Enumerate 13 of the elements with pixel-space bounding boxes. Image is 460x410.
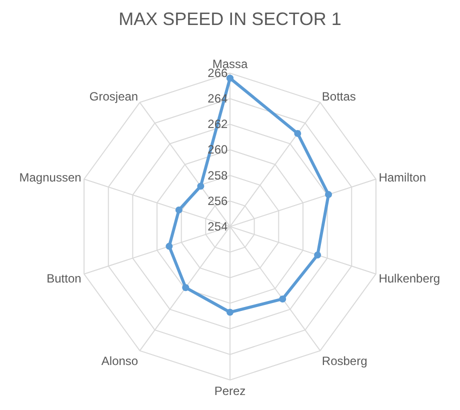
spoke-label: Bottas xyxy=(322,90,356,104)
spoke-label: Hulkenberg xyxy=(378,272,440,286)
spoke-label: Alonso xyxy=(101,354,138,368)
spoke-label: Grosjean xyxy=(89,90,138,104)
y-tick-label: 258 xyxy=(208,168,228,182)
y-tick-label: 254 xyxy=(208,219,228,234)
y-tick-label: 256 xyxy=(208,194,228,208)
spoke-label: Magnussen xyxy=(19,170,82,184)
chart-title: MAX SPEED IN SECTOR 1 xyxy=(118,8,342,29)
spoke-label: Button xyxy=(46,272,82,286)
spoke-label: Perez xyxy=(214,384,246,398)
spoke-label: Hamilton xyxy=(378,170,426,184)
spoke-label: Rosberg xyxy=(322,354,368,368)
